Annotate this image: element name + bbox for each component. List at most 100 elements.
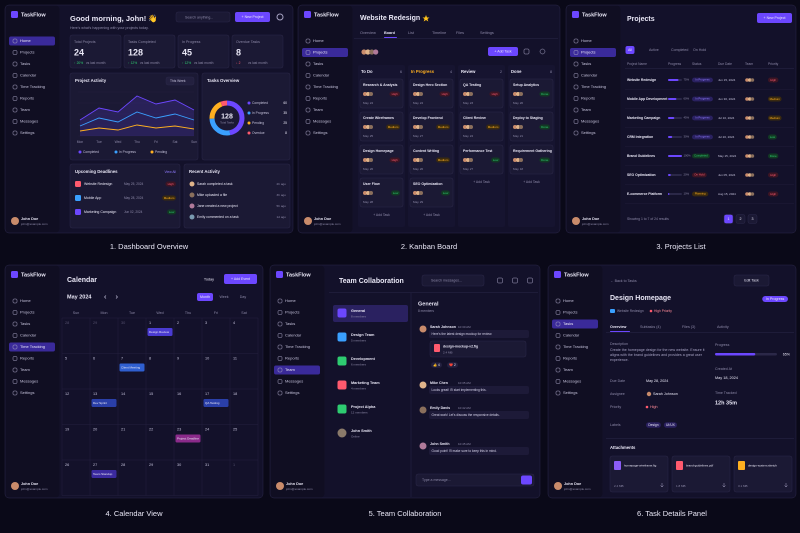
view-tab[interactable]: Day (240, 295, 247, 299)
nav-item[interactable]: Time Tracking (563, 344, 588, 349)
nav-item[interactable]: Reports (20, 356, 34, 361)
nav-item[interactable]: Team (313, 107, 323, 112)
page-button[interactable] (735, 214, 746, 224)
nav-item[interactable]: Team (563, 367, 573, 372)
event[interactable] (147, 328, 173, 336)
nav-item[interactable]: Reports (313, 96, 327, 101)
nav-item[interactable]: Tasks (20, 61, 30, 66)
button[interactable] (224, 274, 257, 284)
nav-item[interactable]: Messages (20, 119, 38, 124)
tab[interactable]: Activity (717, 325, 729, 329)
nav-item[interactable]: Projects (20, 50, 34, 55)
event[interactable] (119, 363, 145, 372)
message-input[interactable] (415, 473, 535, 487)
nav-item[interactable]: Settings (20, 390, 34, 395)
task-card[interactable] (409, 111, 454, 142)
nav-item[interactable]: Home (313, 38, 324, 43)
nav-item[interactable]: Reports (563, 356, 577, 361)
filter-tab[interactable]: Completed (671, 48, 688, 52)
nav-item[interactable]: Tasks (285, 321, 295, 326)
channel-name[interactable]: General (351, 309, 365, 313)
nav-item[interactable]: Settings (563, 390, 577, 395)
event-title[interactable]: Dev Sprint (93, 401, 107, 405)
header-icon[interactable] (497, 277, 503, 284)
nav-item[interactable]: Tasks (313, 61, 323, 66)
event[interactable] (203, 399, 229, 407)
button-label[interactable]: + New Project (764, 16, 786, 20)
nav-item[interactable]: Tasks (20, 321, 30, 326)
nav-item[interactable]: Settings (313, 130, 327, 135)
tab[interactable]: Overview (360, 31, 376, 35)
page-button[interactable] (747, 214, 758, 224)
task-card[interactable] (359, 177, 404, 208)
event-title[interactable]: Design Review (149, 330, 170, 334)
filter-tab[interactable]: On Hold (693, 48, 706, 52)
button-label[interactable]: + Add Event (231, 277, 250, 281)
nav-item[interactable]: Team (285, 367, 295, 372)
task-card[interactable] (409, 177, 454, 208)
nav-item[interactable]: Home (563, 298, 574, 303)
task-card[interactable] (409, 78, 454, 109)
nav-item[interactable]: Settings (20, 130, 34, 135)
nav-item[interactable]: Team (20, 367, 30, 372)
button[interactable] (235, 12, 270, 22)
page-number[interactable]: 2 (740, 217, 742, 221)
tab[interactable]: Files (456, 31, 464, 35)
tab[interactable]: Board (384, 31, 396, 35)
add-card[interactable]: + Add Task (523, 180, 540, 184)
event-title[interactable]: Team Standup (93, 472, 113, 476)
button[interactable] (757, 13, 792, 23)
nav-item[interactable]: Settings (285, 390, 299, 395)
task-card[interactable] (509, 111, 554, 142)
nav-item[interactable]: Home (285, 298, 296, 303)
attachment-card[interactable] (609, 455, 669, 493)
nav-item[interactable]: Home (20, 38, 31, 43)
nav-item[interactable]: Settings (581, 130, 595, 135)
send-button[interactable] (521, 475, 532, 485)
nav-item[interactable]: Time Tracking (285, 344, 310, 349)
attachment-card[interactable] (671, 455, 731, 493)
nav-item[interactable]: Time Tracking (581, 84, 606, 89)
task-card[interactable] (459, 78, 504, 109)
nav-item[interactable]: Projects (313, 50, 327, 55)
nav-item[interactable]: Projects (285, 310, 299, 315)
page-number[interactable]: 1 (728, 217, 730, 221)
nav-item[interactable]: Calendar (285, 333, 302, 338)
channel-name[interactable]: Marketing Team (351, 381, 380, 385)
tab[interactable]: Files (3) (682, 325, 695, 329)
tab[interactable]: Overview (610, 325, 627, 329)
task-card[interactable] (509, 144, 554, 175)
page-number[interactable]: 3 (752, 217, 754, 221)
search-box[interactable] (421, 274, 485, 287)
page-button[interactable] (723, 214, 734, 224)
search-box[interactable] (175, 11, 231, 23)
nav-item[interactable]: Messages (313, 119, 331, 124)
nav-item[interactable]: Time Tracking (20, 84, 45, 89)
today-button[interactable]: Today (204, 278, 214, 282)
channel-name[interactable]: John Smith (351, 429, 372, 433)
header-icon[interactable] (512, 277, 518, 284)
channel-name[interactable]: Design Team (351, 333, 375, 337)
nav-item[interactable]: Time Tracking (313, 84, 338, 89)
filter-tab[interactable]: Active (649, 48, 659, 52)
tab[interactable]: List (408, 31, 415, 35)
task-card[interactable] (459, 144, 504, 175)
channel-name[interactable]: Development (351, 357, 376, 361)
header-icon[interactable] (527, 277, 533, 284)
add-card[interactable]: + Add Task (373, 213, 390, 217)
nav-item[interactable]: Reports (581, 96, 595, 101)
add-card[interactable]: + Add Task (423, 213, 440, 217)
nav-item[interactable]: Team (581, 107, 591, 112)
task-card[interactable] (409, 144, 454, 175)
nav-item[interactable]: Home (581, 38, 592, 43)
nav-item[interactable]: Calendar (581, 73, 598, 78)
event-title[interactable]: Project Deadline (177, 436, 199, 440)
task-card[interactable] (359, 144, 404, 175)
back-link[interactable]: ← Back to Tasks (610, 279, 637, 283)
task-card[interactable] (459, 111, 504, 142)
nav-item[interactable]: Messages (285, 379, 303, 384)
event-title[interactable]: Client Meeting (121, 365, 141, 369)
nav-item[interactable]: Messages (20, 379, 38, 384)
nav-item[interactable]: Tasks (563, 321, 573, 326)
button-label[interactable]: + New Project (242, 15, 264, 19)
